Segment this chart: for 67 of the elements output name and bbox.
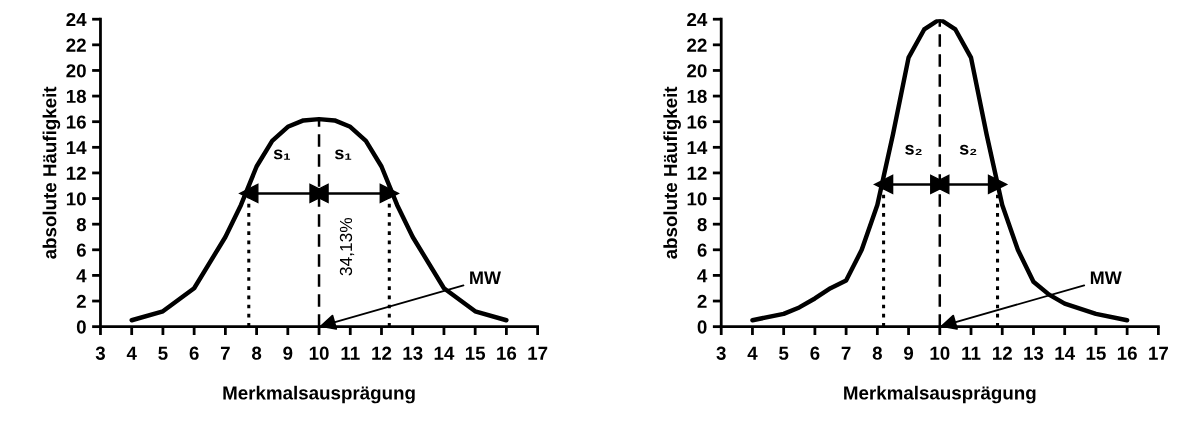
y-axis-title: absolute Häufigkeit <box>663 86 681 259</box>
x-tick-label: 3 <box>716 346 726 360</box>
x-tick-label: 11 <box>341 346 360 360</box>
x-tick-label: 10 <box>309 346 329 360</box>
y-tick-label: 18 <box>687 89 707 104</box>
annotation: s₁ <box>334 149 352 160</box>
annotation: s₂ <box>905 144 922 156</box>
y-tick-label: 16 <box>66 115 86 129</box>
x-tick-label: 8 <box>872 346 882 360</box>
y-tick-label: 2 <box>76 294 86 308</box>
x-tick-label: 16 <box>1117 346 1137 360</box>
y-tick-label: 4 <box>76 269 87 283</box>
x-tick-label: 16 <box>497 346 517 360</box>
x-tick-label: 5 <box>158 346 168 360</box>
y-tick-label: 10 <box>66 192 86 206</box>
x-tick-label: 13 <box>1024 346 1044 360</box>
x-tick-label: 10 <box>930 346 950 360</box>
x-tick-label: 14 <box>1055 346 1076 360</box>
y-tick-label: 6 <box>697 243 707 257</box>
y-tick-label: 24 <box>66 12 87 27</box>
y-tick-label: 10 <box>687 192 707 206</box>
y-tick-label: 12 <box>687 166 707 180</box>
x-tick-label: 6 <box>810 346 820 360</box>
y-tick-label: 22 <box>687 38 707 52</box>
annotation: s₂ <box>959 144 977 156</box>
x-tick-label: 4 <box>747 346 758 360</box>
y-tick-label: 20 <box>687 64 707 78</box>
x-tick-label: 15 <box>1086 346 1106 360</box>
annotation: 34,13% <box>339 217 355 276</box>
x-tick-label: 3 <box>95 346 106 360</box>
x-tick-label: 7 <box>841 346 851 360</box>
y-tick-label: 14 <box>687 141 708 155</box>
x-tick-label: 7 <box>220 346 230 360</box>
y-tick-label: 16 <box>687 115 707 129</box>
x-tick-label: 17 <box>1149 346 1168 360</box>
x-tick-label: 4 <box>126 346 137 360</box>
x-tick-label: 9 <box>904 346 914 360</box>
x-tick-label: 8 <box>251 346 262 360</box>
y-tick-label: 2 <box>697 294 707 308</box>
x-tick-label: 12 <box>372 346 392 360</box>
y-tick-label: 0 <box>76 320 86 334</box>
x-axis-title: Merkmalsausprägung <box>223 385 415 404</box>
x-tick-label: 13 <box>403 346 423 360</box>
x-tick-label: 17 <box>528 346 548 360</box>
y-tick-label: 14 <box>66 141 87 155</box>
y-tick-label: 0 <box>697 320 707 334</box>
y-tick-label: 12 <box>66 166 86 180</box>
y-tick-label: 8 <box>76 217 87 232</box>
y-tick-label: 8 <box>697 217 707 232</box>
x-tick-label: 15 <box>465 346 486 360</box>
y-tick-label: 24 <box>687 12 708 27</box>
y-tick-label: 20 <box>66 64 86 78</box>
y-tick-label: 6 <box>76 243 86 257</box>
y-axis-title: absolute Häufigkeit <box>42 86 61 259</box>
x-tick-label: 12 <box>992 346 1012 360</box>
y-tick-label: 22 <box>66 38 86 52</box>
annotation: MW <box>470 271 501 284</box>
x-tick-label: 6 <box>189 346 199 360</box>
annotation: s₁ <box>273 149 291 160</box>
y-tick-label: 18 <box>66 89 87 104</box>
annotation: MW <box>1090 271 1122 284</box>
x-tick-label: 11 <box>962 346 981 360</box>
x-axis-title: Merkmalsausprägung <box>844 385 1036 404</box>
x-tick-label: 5 <box>779 346 789 360</box>
x-tick-label: 9 <box>283 346 293 360</box>
y-tick-label: 4 <box>697 269 708 283</box>
x-tick-label: 14 <box>434 346 455 360</box>
